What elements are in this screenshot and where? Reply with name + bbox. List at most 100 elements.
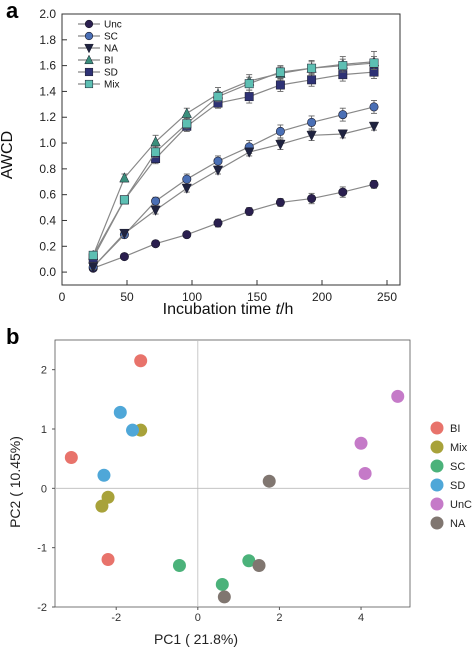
- legend-label-unc: Unc: [104, 20, 122, 31]
- panel-b-scatter-chart: b -2 0 2 4 -2 -1 0 1 2 BI Mix SC SD UnC NA PC2 ( 10.4…: [6, 324, 472, 647]
- data-point-sd: [307, 75, 317, 85]
- legend-label-unc: UnC: [450, 499, 472, 511]
- panel-a-x-axis-label-var: t: [276, 301, 281, 318]
- data-point-sc: [338, 110, 348, 120]
- data-point-mix: [275, 67, 285, 77]
- legend-marker-unc: [84, 19, 94, 29]
- y-tick-label: 0.2: [39, 239, 56, 253]
- data-point-mix: [151, 147, 161, 157]
- data-point-sc: [275, 126, 285, 136]
- scatter-point-na: [252, 558, 266, 572]
- data-point-unc: [307, 194, 317, 204]
- x-tick-label: 0: [59, 290, 66, 304]
- data-point-bi: [150, 135, 161, 147]
- panel-a-x-axis-label-text: Incubation time: [163, 301, 276, 318]
- panel-b-legend: BI Mix SC SD UnC NA: [430, 421, 472, 530]
- data-point-unc: [182, 230, 192, 240]
- x-tick-label: 200: [312, 290, 332, 304]
- scatter-point-na: [262, 474, 276, 488]
- x-tick-label: -2: [111, 612, 121, 624]
- panel-a-y-axis-label: AWCD: [0, 131, 16, 179]
- legend-marker-bi: [84, 54, 94, 65]
- legend-marker-unc: [430, 497, 444, 511]
- y-tick-label: 1.2: [39, 110, 56, 124]
- legend-marker-sd: [430, 478, 444, 492]
- panel-a-x-axis-label-unit: /h: [280, 301, 293, 318]
- data-point-na: [368, 121, 380, 133]
- legend-label-mix: Mix: [450, 442, 468, 454]
- y-tick-label: 1.4: [39, 84, 56, 98]
- data-point-sd: [275, 80, 285, 90]
- panel-b-y-axis-label: PC2 ( 10.45%): [7, 436, 23, 528]
- panel-a-x-axis-label: Incubation time t/h: [163, 301, 294, 318]
- data-point-unc: [275, 197, 285, 207]
- scatter-point-sd: [97, 468, 111, 482]
- y-tick-label: 1.6: [39, 59, 56, 73]
- x-tick-label: 150: [247, 290, 267, 304]
- x-tick-label: 50: [120, 290, 134, 304]
- legend-marker-sc: [84, 31, 94, 41]
- scatter-point-sd: [126, 423, 140, 437]
- data-point-unc: [151, 239, 161, 249]
- series-line-bi: [92, 61, 375, 256]
- y-tick-label: 0.6: [39, 188, 56, 202]
- legend-marker-sc: [430, 459, 444, 473]
- data-point-mix: [182, 119, 192, 129]
- series-line-sd: [92, 71, 375, 259]
- series-line-unc: [92, 183, 375, 269]
- data-point-na: [275, 139, 286, 151]
- legend-label-sc: SC: [450, 461, 465, 473]
- y-tick-label: 1.0: [39, 136, 56, 150]
- panel-a-plot-frame: [61, 13, 401, 286]
- legend-label-bi: BI: [450, 423, 460, 435]
- x-tick-label: 100: [182, 290, 202, 304]
- y-tick-label: 1.8: [39, 33, 56, 47]
- data-point-sc: [213, 156, 223, 166]
- legend-marker-na: [84, 43, 94, 54]
- data-point-mix: [119, 195, 129, 205]
- y-tick-label: 0: [41, 483, 47, 495]
- series-sd: [88, 65, 379, 263]
- panel-b-points: [64, 354, 405, 604]
- panel-a-letter: a: [6, 0, 19, 23]
- data-point-na: [306, 130, 317, 142]
- scatter-point-unc: [358, 467, 372, 480]
- scatter-point-unc: [354, 436, 368, 450]
- panel-a-line-chart: a 0 50 100 150 200 250 0.0 0.2 0.4 0.6 0.8 1.0 1.2 1.…: [0, 0, 401, 318]
- data-point-na: [150, 205, 161, 216]
- y-tick-label: 0.4: [39, 213, 56, 227]
- scatter-point-na: [217, 590, 231, 604]
- x-tick-label: 4: [358, 612, 364, 624]
- data-point-mix: [213, 92, 223, 102]
- series-mix: [88, 56, 379, 260]
- y-tick-label: 1: [41, 424, 47, 436]
- scatter-point-sc: [215, 577, 229, 591]
- panel-b-letter: b: [6, 324, 19, 349]
- series-line-mix: [92, 62, 375, 256]
- scatter-point-mix: [95, 499, 109, 513]
- data-point-mix: [307, 63, 317, 73]
- data-point-mix: [369, 58, 379, 68]
- legend-marker-mix: [84, 79, 94, 89]
- legend-label-bi: BI: [104, 56, 113, 67]
- x-tick-label: 0: [195, 612, 201, 624]
- series-line-na: [92, 125, 375, 268]
- data-point-sc: [182, 174, 192, 184]
- data-point-unc: [244, 206, 254, 216]
- series-sc: [88, 100, 379, 272]
- data-point-mix: [244, 79, 254, 89]
- data-point-sc: [307, 117, 317, 127]
- panel-b-axes: -2 0 2 4 -2 -1 0 1 2: [37, 339, 411, 624]
- data-point-na: [88, 262, 99, 273]
- data-point-sc: [151, 196, 161, 206]
- series-line-sc: [92, 106, 375, 268]
- data-point-unc: [369, 179, 379, 189]
- data-point-sc: [369, 102, 379, 112]
- data-point-mix: [338, 61, 348, 71]
- scatter-point-bi: [64, 450, 78, 464]
- scatter-point-bi: [101, 553, 115, 567]
- data-point-bi: [181, 107, 192, 118]
- data-point-sd: [244, 92, 254, 102]
- legend-label-sc: SC: [104, 32, 118, 43]
